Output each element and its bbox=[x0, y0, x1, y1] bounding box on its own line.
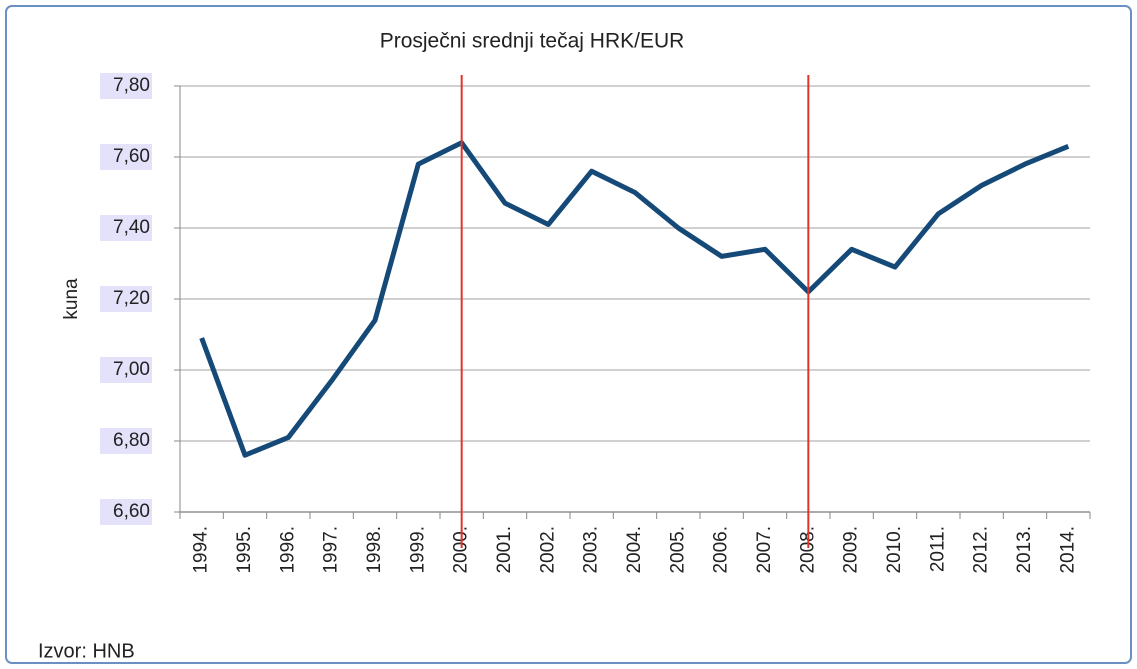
x-tick-label: 1998. bbox=[364, 526, 385, 574]
x-tick-label: 2003. bbox=[581, 526, 602, 574]
x-tick-label: 2006. bbox=[711, 526, 732, 574]
y-tick-label: 6,80 bbox=[113, 430, 150, 451]
y-tick-label: 7,20 bbox=[113, 288, 150, 309]
x-tick-label: 1997. bbox=[321, 526, 342, 574]
frame bbox=[5, 5, 1132, 664]
x-tick-label: 2013. bbox=[1014, 526, 1035, 574]
y-tick-highlight bbox=[100, 215, 152, 241]
y-tick-highlight bbox=[100, 357, 152, 383]
y-tick-highlight bbox=[100, 499, 152, 525]
x-tick-label: 2002. bbox=[537, 526, 558, 574]
x-tick-label: 1995. bbox=[234, 526, 255, 574]
x-tick-label: 2005. bbox=[667, 526, 688, 574]
y-tick-highlight bbox=[100, 144, 152, 170]
chart-title: Prosječni srednji tečaj HRK/EUR bbox=[380, 30, 685, 53]
y-tick-highlight bbox=[100, 73, 152, 99]
x-tick-label: 2007. bbox=[754, 526, 775, 574]
x-tick-label: 1999. bbox=[407, 526, 428, 574]
x-tick-label: 2010. bbox=[884, 526, 905, 574]
y-tick-highlight bbox=[100, 286, 152, 312]
x-tick-label: 2008. bbox=[797, 526, 818, 574]
x-tick-label: 2011. bbox=[927, 526, 948, 572]
source: Izvor: HNB bbox=[38, 640, 135, 662]
x-tick-label: 2009. bbox=[841, 526, 862, 574]
x-tick-label: 2000. bbox=[451, 526, 472, 574]
y-tick-label: 7,00 bbox=[113, 359, 150, 380]
x-tick-label: 1996. bbox=[277, 526, 298, 574]
y-tick-highlight bbox=[100, 428, 152, 454]
x-tick-label: 2001. bbox=[494, 526, 515, 574]
y-tick-label: 7,40 bbox=[113, 217, 150, 238]
x-tick-label: 1994. bbox=[191, 526, 212, 574]
y-tick-label: 7,80 bbox=[113, 75, 150, 96]
x-tick-label: 2004. bbox=[624, 526, 645, 574]
y-tick-label: 7,60 bbox=[113, 146, 150, 167]
x-tick-label: 2012. bbox=[971, 526, 992, 574]
y-tick-label: 6,60 bbox=[113, 501, 150, 522]
y-axis-label: kuna bbox=[61, 278, 82, 320]
x-tick-label: 2014. bbox=[1057, 526, 1078, 574]
line-series bbox=[199, 140, 1070, 458]
